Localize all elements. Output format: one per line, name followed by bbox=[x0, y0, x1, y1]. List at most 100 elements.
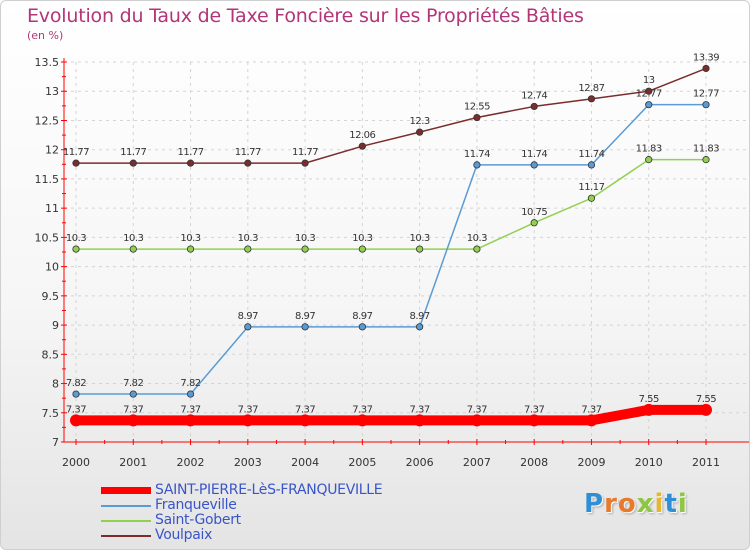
legend-label: Franqueville bbox=[155, 497, 237, 513]
data-label: 7.37 bbox=[352, 404, 372, 415]
data-label: 11.77 bbox=[177, 147, 203, 158]
data-point bbox=[587, 95, 596, 103]
legend-swatch-saint-pierre bbox=[101, 487, 151, 494]
logo-letter: x bbox=[636, 489, 655, 519]
logo-letter: P bbox=[584, 489, 605, 519]
data-label: 13 bbox=[643, 75, 655, 86]
data-point bbox=[244, 323, 252, 331]
data-label: 7.55 bbox=[639, 394, 659, 405]
data-label: 11.77 bbox=[63, 147, 89, 158]
data-label: 11.83 bbox=[693, 144, 719, 155]
data-label: 11.17 bbox=[578, 182, 604, 193]
x-tick-label: 2011 bbox=[692, 456, 720, 469]
data-label: 7.37 bbox=[295, 404, 315, 415]
y-tick-label: 7 bbox=[52, 436, 59, 449]
y-tick-label: 9 bbox=[52, 319, 59, 332]
data-label: 7.37 bbox=[581, 404, 601, 415]
data-label: 12.87 bbox=[578, 83, 604, 94]
data-label: 7.37 bbox=[467, 404, 487, 415]
data-point bbox=[358, 142, 366, 150]
data-point bbox=[129, 390, 137, 398]
data-point bbox=[301, 323, 309, 331]
data-label: 7.37 bbox=[410, 404, 430, 415]
x-tick-label: 2005 bbox=[348, 456, 376, 469]
x-tick-label: 2010 bbox=[635, 456, 663, 469]
data-point bbox=[470, 414, 483, 427]
data-point bbox=[129, 245, 137, 253]
proxiti-logo: Proxiti bbox=[584, 489, 688, 519]
y-tick-label: 8.5 bbox=[42, 348, 60, 361]
data-point bbox=[702, 64, 710, 73]
y-tick-label: 10.5 bbox=[35, 231, 60, 244]
x-tick-label: 2006 bbox=[406, 456, 434, 469]
data-point bbox=[473, 161, 481, 169]
y-tick-label: 12 bbox=[45, 144, 59, 157]
x-tick-label: 2009 bbox=[577, 456, 605, 469]
data-label: 7.37 bbox=[180, 404, 200, 415]
data-point bbox=[186, 159, 195, 167]
data-point bbox=[356, 414, 369, 427]
logo-letter: o bbox=[617, 489, 637, 519]
data-label: 12.74 bbox=[521, 90, 547, 101]
data-point bbox=[530, 161, 538, 169]
data-point bbox=[587, 161, 596, 169]
data-label: 11.77 bbox=[235, 147, 261, 158]
series-line-saint-gobert bbox=[75, 158, 707, 250]
data-label: 10.3 bbox=[180, 233, 200, 244]
data-point bbox=[702, 156, 710, 164]
data-label: 11.74 bbox=[464, 149, 490, 160]
data-point bbox=[241, 414, 254, 427]
data-point bbox=[301, 245, 309, 253]
data-point bbox=[184, 414, 197, 427]
data-label: 7.55 bbox=[696, 394, 716, 405]
series-line-voulpaix bbox=[75, 67, 707, 164]
data-label: 7.37 bbox=[66, 404, 86, 415]
data-point bbox=[416, 323, 424, 331]
data-label: 7.82 bbox=[123, 378, 143, 389]
data-point bbox=[528, 414, 541, 427]
y-tick-label: 9.5 bbox=[42, 290, 60, 303]
x-tick-label: 2008 bbox=[520, 456, 548, 469]
data-point bbox=[473, 113, 481, 122]
data-point bbox=[416, 128, 424, 136]
data-point bbox=[70, 414, 82, 427]
data-point bbox=[702, 101, 710, 109]
data-label: 12.06 bbox=[349, 130, 375, 141]
legend-label: Saint-Gobert bbox=[155, 512, 241, 528]
logo-letter: i bbox=[677, 489, 688, 519]
data-point bbox=[642, 403, 655, 416]
data-label: 8.97 bbox=[295, 311, 315, 322]
data-label: 12.77 bbox=[636, 89, 662, 100]
data-label: 10.3 bbox=[123, 233, 143, 244]
data-label: 8.97 bbox=[410, 311, 430, 322]
data-label: 10.75 bbox=[521, 207, 547, 218]
logo-letter: r bbox=[604, 489, 618, 519]
data-label: 10.3 bbox=[295, 233, 315, 244]
data-point bbox=[72, 159, 80, 167]
data-label: 8.97 bbox=[238, 311, 258, 322]
chart-subtitle: (en %) bbox=[27, 29, 64, 42]
data-point bbox=[72, 245, 80, 253]
data-point bbox=[585, 414, 598, 427]
data-point bbox=[587, 194, 596, 202]
legend-label: SAINT-PIERRE-LèS-FRANQUEVILLE bbox=[155, 482, 383, 498]
data-label: 12.77 bbox=[693, 89, 719, 100]
data-label: 10.3 bbox=[66, 233, 86, 244]
data-point bbox=[186, 390, 195, 398]
data-label: 11.74 bbox=[521, 149, 547, 160]
data-label: 11.74 bbox=[578, 149, 604, 160]
x-tick-label: 2004 bbox=[291, 456, 319, 469]
legend-label: Voulpaix bbox=[155, 527, 213, 543]
data-label: 10.3 bbox=[238, 233, 258, 244]
x-tick-label: 2003 bbox=[234, 456, 262, 469]
y-tick-label: 8 bbox=[52, 378, 59, 391]
x-tick-label: 2007 bbox=[463, 456, 491, 469]
data-label: 7.37 bbox=[238, 404, 258, 415]
y-tick-label: 13.5 bbox=[35, 56, 60, 69]
data-label: 7.37 bbox=[524, 404, 544, 415]
data-point bbox=[358, 323, 366, 331]
data-point bbox=[645, 156, 653, 164]
data-point bbox=[186, 245, 195, 253]
data-point bbox=[700, 403, 712, 416]
